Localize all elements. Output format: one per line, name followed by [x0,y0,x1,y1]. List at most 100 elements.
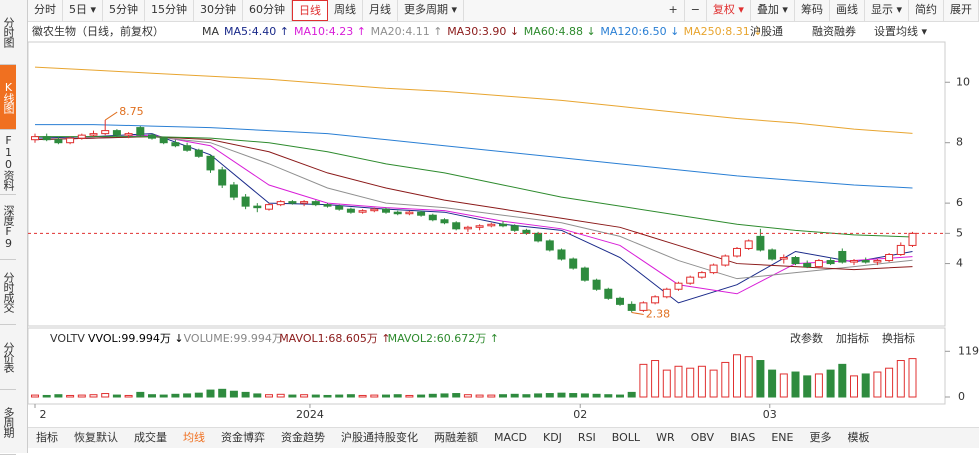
chart-title: 徽农生物（日线，前复权） [32,24,164,38]
volume-tick-label: 119 [958,344,979,357]
volume-bar [194,392,203,398]
volume-bar [627,391,636,398]
chart: 徽农生物（日线，前复权） MA MA5:4.40 ↑ MA10:4.23 ↑ MA20:… [28,24,979,421]
candle-body [557,249,566,260]
period-button[interactable]: 分时 [28,0,63,21]
volume-button[interactable]: 换指标 [882,331,915,345]
indicator-tab[interactable]: 恢复默认 [74,431,118,444]
volume-bar [475,394,484,398]
side-tab[interactable]: F10资料 [0,130,16,195]
side-tab[interactable]: 分价表 [0,325,16,390]
indicator-tab[interactable]: 两融差额 [434,431,478,444]
side-tab[interactable]: K线图 [0,65,16,130]
candle-body [873,260,882,263]
volume-bar [896,360,905,398]
y-tick-label: 10 [956,75,970,88]
candle-body [674,282,683,290]
link[interactable]: 设置均线 ▾ [874,24,927,38]
candle-body [803,263,812,268]
volume-bar [148,394,156,398]
period-button[interactable]: 周线 [328,0,364,21]
volume-bar [136,391,145,398]
volume-bar [709,369,718,398]
indicator-tab[interactable]: RSI [577,431,596,444]
volume-button[interactable]: 改参数 [790,331,823,345]
indicator-tab[interactable]: 资金博弈 [221,431,265,444]
candle-body [768,249,777,260]
side-tab[interactable]: 分时图 [0,0,16,65]
candle-body [639,302,648,311]
volume-bar [686,367,695,398]
high-label: 8.75 [119,105,144,118]
period-button[interactable]: 更多周期 ▾ [398,0,465,21]
volume-bar [358,394,367,398]
low-pointer [631,312,644,316]
side-tab[interactable]: 多周期 [0,390,16,455]
candle-body [616,297,624,305]
indicator-tab[interactable]: 均线 [183,431,205,444]
tool-button[interactable]: − [685,0,707,21]
tool-button[interactable]: 复权 ▾ [707,0,751,21]
volume-bar [335,394,344,398]
volume-bar [510,393,519,398]
indicator-tab[interactable]: 模板 [847,431,870,444]
indicator-tab[interactable]: KDJ [542,431,562,444]
x-tick-label: 02 [573,408,587,421]
indicator-tab[interactable]: BIAS [730,431,756,444]
indicator-tab[interactable]: MACD [494,431,527,444]
indicator-tab[interactable]: 更多 [809,431,832,444]
ma-line [34,136,913,280]
volume-legend: VVOL:99.994万 ↓ [88,332,184,345]
link[interactable]: 沪股通 [750,24,783,38]
volume-bar [580,393,589,398]
indicator-tab[interactable]: 资金趋势 [281,431,325,444]
tool-button[interactable]: 展开 [944,0,979,21]
period-button[interactable]: 60分钟 [243,0,293,21]
volume-button[interactable]: 加指标 [836,331,869,345]
volume-bar [452,393,461,398]
candle-body [499,223,507,227]
tool-button[interactable]: + [662,0,685,21]
period-button[interactable]: 日线 [292,0,329,21]
period-button[interactable]: 5日 ▾ [63,0,104,21]
link[interactable]: 融资融券 [812,24,856,38]
volume-bar [241,391,250,398]
indicator-tab[interactable]: 成交量 [134,431,167,444]
volume-bar [440,393,449,398]
tool-button[interactable]: 叠加 ▾ [751,0,795,21]
candle-body [545,240,554,251]
side-tab[interactable]: 分时成交 [0,260,16,325]
indicator-tab[interactable]: WR [656,431,675,444]
candle-body [194,149,203,157]
volume-bar [253,393,262,398]
volume-bar [405,394,414,398]
indicator-tab[interactable]: 沪股通持股变化 [341,431,418,444]
candle-body [335,205,344,210]
tool-button[interactable]: 画线 [830,0,865,21]
period-button[interactable]: 5分钟 [103,0,146,21]
volume-bar [674,365,683,398]
tool-button[interactable]: 筹码 [795,0,830,21]
candle-body [463,226,472,230]
period-button[interactable]: 15分钟 [145,0,195,21]
indicator-tab[interactable]: BOLL [611,431,641,444]
indicator-tab[interactable]: 指标 [36,431,58,444]
candle-body [101,130,110,135]
indicator-tab[interactable]: OBV [690,431,715,444]
x-tick-label: 03 [763,408,777,421]
tool-button[interactable]: 显示 ▾ [865,0,909,21]
candle-body [206,155,215,171]
candle-body [861,260,870,263]
indicator-tab[interactable]: ENE [771,431,794,444]
period-button[interactable]: 30分钟 [194,0,244,21]
candle-body [136,127,145,136]
candle-body [42,136,51,141]
volume-bar [861,373,870,398]
tool-button[interactable]: 简约 [909,0,944,21]
volume-bar [323,394,332,398]
volume-bar [826,369,835,398]
side-tab[interactable]: 深度F9 [0,195,16,260]
candle-body [850,260,858,263]
period-button[interactable]: 月线 [363,0,399,21]
toolbar: 分时 5日 ▾ 5分钟 15分钟 30分钟 60分钟 日线 周线 月线 更多周期 ▾ + − 复权 ▾ 叠… [28,0,979,22]
